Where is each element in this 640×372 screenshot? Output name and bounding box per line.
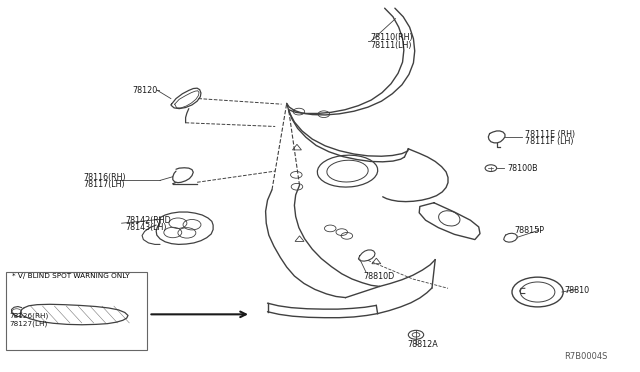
Text: 78120: 78120 [132,86,157,94]
Text: 78116(RH): 78116(RH) [83,173,126,182]
Text: 78117(LH): 78117(LH) [83,180,125,189]
Text: 78111E (RH): 78111E (RH) [525,130,575,139]
Text: 78142(RHD: 78142(RHD [125,217,171,225]
Text: 78812A: 78812A [407,340,438,349]
Text: 78100B: 78100B [508,164,538,173]
Text: R7B0004S: R7B0004S [564,352,608,361]
Text: 78111F (LH): 78111F (LH) [525,137,573,146]
Text: 78110(RH): 78110(RH) [370,33,413,42]
Text: 78127(LH): 78127(LH) [9,320,47,327]
Text: 78810D: 78810D [364,272,395,281]
Text: 78126(RH): 78126(RH) [9,313,48,320]
Text: 78810: 78810 [564,286,589,295]
Text: 78815P: 78815P [515,226,545,235]
Text: 78111(LH): 78111(LH) [370,41,412,49]
Text: 78143(LH): 78143(LH) [125,223,167,232]
Text: * V/ BLIND SPOT WARNING ONLY: * V/ BLIND SPOT WARNING ONLY [12,273,129,279]
